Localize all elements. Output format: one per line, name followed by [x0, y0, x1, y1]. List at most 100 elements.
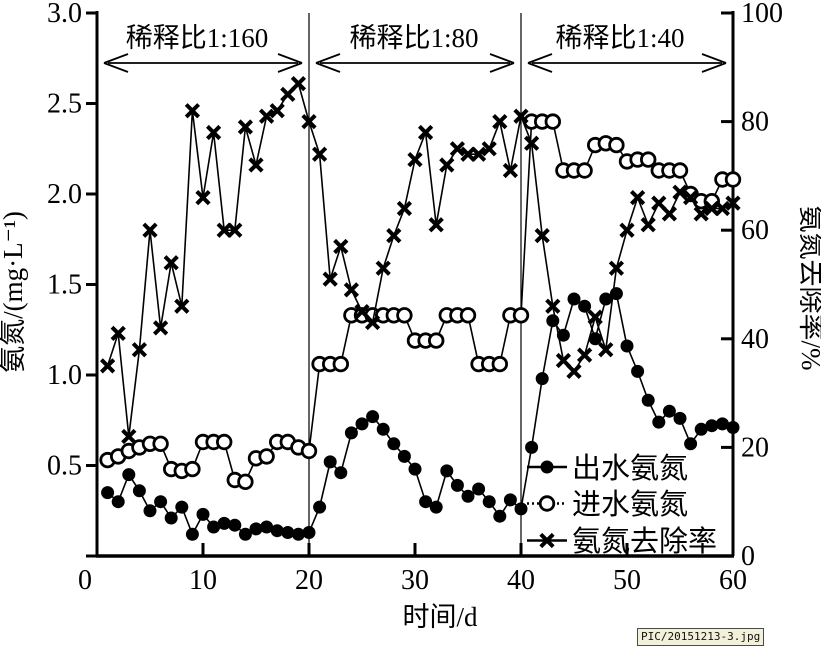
left-tick-label: 0.5	[47, 451, 82, 482]
data-point-open-circle	[237, 473, 254, 491]
data-point-x-marker	[640, 217, 656, 233]
data-point-x-marker	[205, 124, 222, 141]
data-point-filled-circle	[440, 464, 454, 478]
data-point-open-circle	[152, 435, 169, 453]
data-point-filled-circle	[503, 493, 517, 507]
arrow-head	[315, 62, 341, 73]
data-point-filled-circle	[493, 509, 507, 523]
data-point-filled-circle	[429, 500, 443, 514]
data-point-filled-circle	[408, 462, 422, 476]
data-point-filled-circle	[472, 482, 486, 496]
data-point-filled-circle	[122, 468, 136, 482]
data-point-filled-circle	[185, 527, 199, 541]
x-tick-label: 60	[719, 565, 747, 596]
arrow-head	[315, 53, 341, 64]
data-point-filled-circle	[154, 495, 168, 509]
data-point-open-circle	[459, 307, 477, 324]
axes-layer: 0.5 1.0 1.5 2.0 2.5 3.0 0 20 40 60 80 100 10 20 30 40 50…	[47, 0, 783, 596]
data-point-filled-circle	[101, 486, 115, 500]
data-point-filled-circle	[599, 292, 613, 306]
left-tick-label: 2.0	[47, 179, 82, 210]
data-point-open-circle	[576, 162, 593, 179]
right-tick-label: 0	[741, 541, 755, 572]
data-point-x-marker	[248, 157, 264, 173]
data-point-open-circle	[538, 495, 556, 512]
arrow-head	[103, 62, 129, 73]
data-point-x-marker	[598, 342, 614, 358]
data-point-filled-circle	[376, 422, 390, 436]
data-point-open-circle	[332, 355, 350, 373]
data-point-filled-circle	[313, 500, 327, 514]
data-point-x-marker	[227, 222, 243, 238]
data-point-filled-circle	[450, 478, 464, 492]
data-point-x-marker	[608, 260, 625, 276]
data-point-filled-circle	[546, 314, 560, 328]
data-point-filled-circle	[302, 526, 316, 539]
data-point-filled-circle	[631, 364, 645, 378]
x-tick-label: 30	[401, 565, 429, 596]
data-point-filled-circle	[578, 299, 592, 313]
data-point-open-circle	[512, 307, 530, 324]
data-point-open-circle	[608, 136, 625, 154]
data-point-filled-circle	[366, 410, 380, 424]
left-tick-label: 3.0	[47, 0, 82, 29]
data-point-filled-circle	[111, 495, 125, 509]
data-point-x-marker	[545, 298, 561, 314]
right-tick-label: 20	[741, 432, 769, 463]
legend-label-influent: 进水氨氮	[572, 488, 688, 521]
data-point-x-marker	[269, 103, 285, 119]
left-tick-label: 1.5	[47, 270, 82, 301]
data-point-open-circle	[300, 442, 318, 460]
origin-label: 0	[78, 565, 92, 596]
data-point-open-circle	[491, 355, 509, 373]
data-point-filled-circle	[175, 500, 189, 514]
data-point-filled-circle	[715, 417, 729, 431]
data-point-x-marker	[693, 206, 709, 222]
data-point-x-marker	[301, 113, 317, 130]
data-point-x-marker	[725, 195, 741, 211]
data-point-x-marker	[682, 189, 699, 206]
data-point-filled-circle	[588, 332, 602, 346]
data-point-x-marker	[174, 298, 190, 314]
x-tick-label: 20	[295, 565, 323, 596]
data-point-open-circle	[184, 460, 201, 478]
data-point-filled-circle	[281, 526, 295, 539]
data-point-x-marker	[407, 151, 423, 168]
data-point-x-marker	[661, 206, 678, 222]
data-point-filled-circle	[238, 527, 252, 541]
left-tick-label: 2.5	[47, 89, 82, 120]
data-point-x-marker	[492, 113, 508, 130]
series-氨氮去除率	[99, 75, 741, 445]
series-进水氨氮	[99, 113, 742, 491]
data-point-x-marker	[534, 227, 550, 244]
data-point-filled-circle	[143, 504, 157, 518]
data-point-x-marker	[619, 222, 635, 238]
data-point-filled-circle	[514, 502, 528, 516]
data-point-x-marker	[502, 162, 519, 179]
data-point-filled-circle	[344, 426, 358, 440]
data-point-x-marker	[333, 238, 349, 255]
left-axis-title: 氨氮/(mg·L⁻¹)	[0, 211, 28, 373]
data-point-filled-circle	[207, 520, 221, 534]
data-point-x-marker	[386, 227, 402, 244]
data-point-filled-circle	[270, 524, 284, 538]
data-point-x-marker	[417, 124, 434, 141]
data-point-filled-circle	[620, 339, 634, 353]
data-point-filled-circle	[705, 419, 719, 433]
data-point-x-marker	[322, 271, 338, 287]
legend-label-effluent: 出水氨氮	[572, 452, 688, 485]
right-axis-title: 氨氮去除率/%	[796, 206, 821, 371]
x-tick-label: 10	[189, 565, 217, 596]
arrow-head	[527, 53, 553, 64]
data-point-filled-circle	[540, 460, 554, 474]
arrow-head	[277, 62, 303, 73]
right-tick-label: 100	[741, 0, 783, 29]
arrow-head	[277, 53, 303, 64]
region-arrow	[527, 53, 727, 73]
data-point-x-marker	[576, 347, 593, 363]
right-tick-label: 40	[741, 324, 769, 355]
data-point-x-marker	[152, 320, 169, 336]
data-point-open-circle	[544, 113, 562, 130]
